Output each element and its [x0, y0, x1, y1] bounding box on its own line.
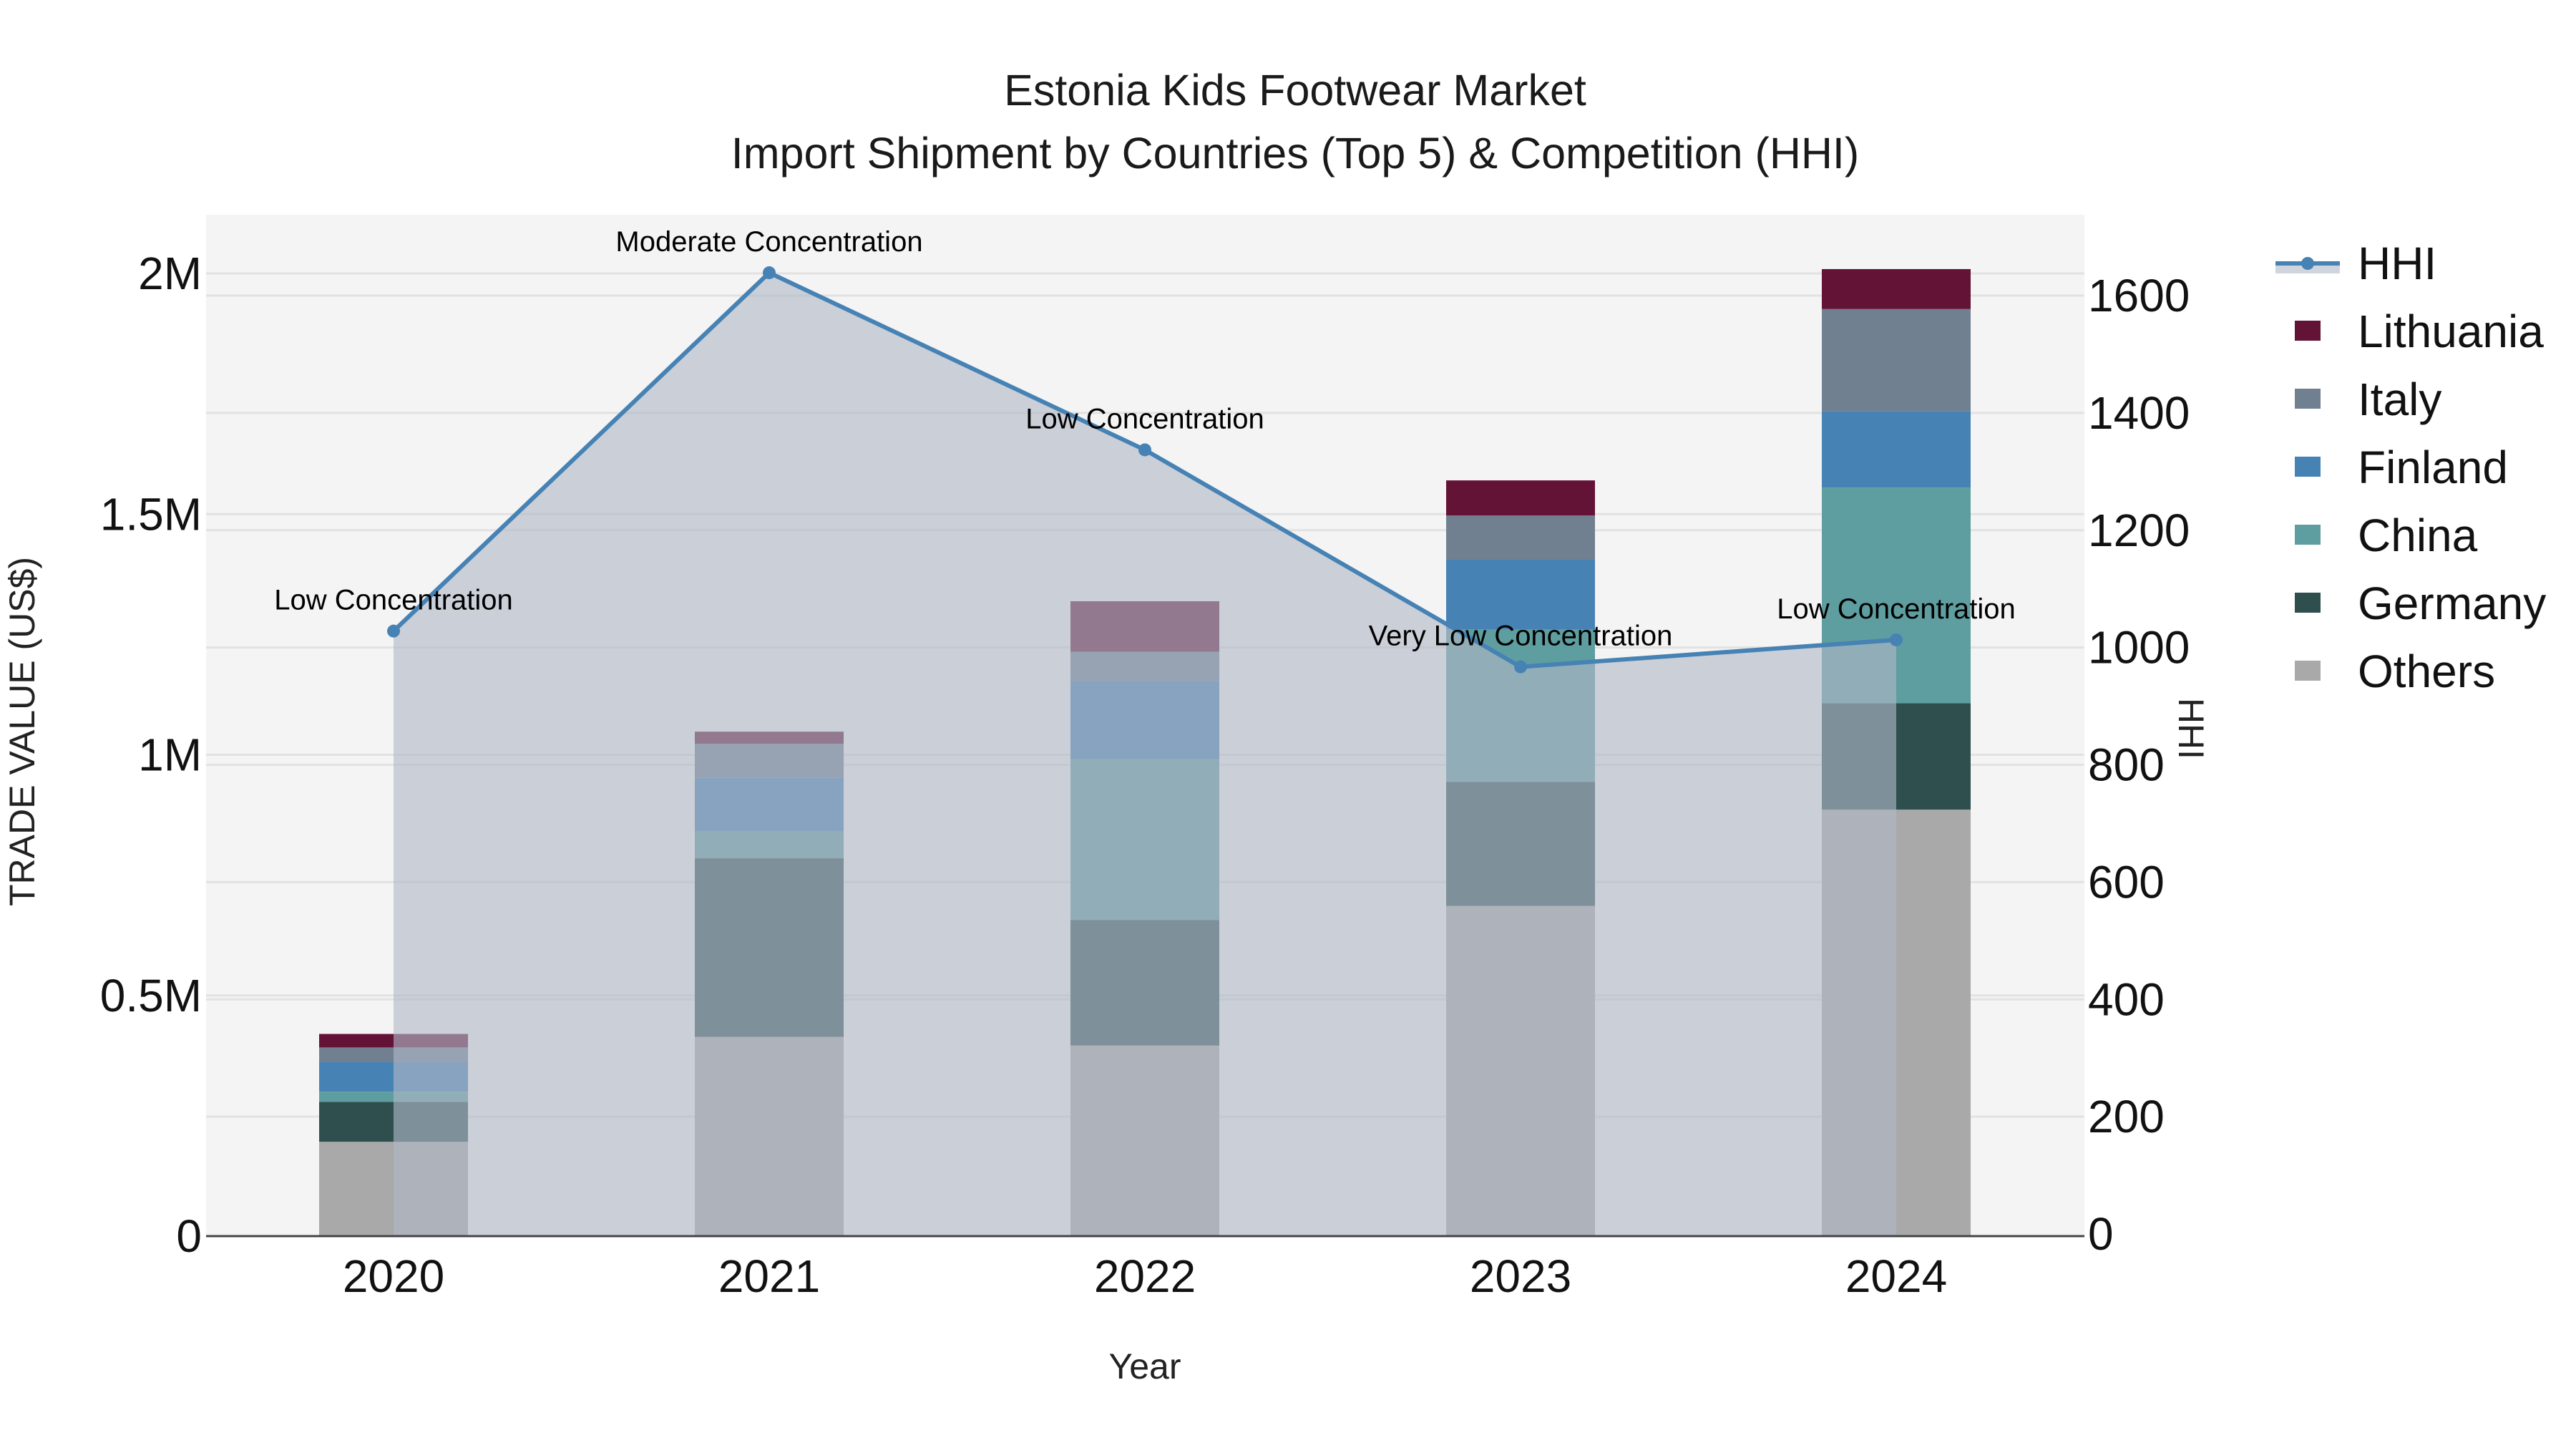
legend-swatch-icon: [2295, 321, 2321, 341]
legend-item-italy: Italy: [2295, 374, 2441, 425]
hhi-marker: [1138, 443, 1151, 457]
y-tick-label: 1M: [138, 729, 202, 781]
y-tick-label: 0.5M: [100, 970, 202, 1021]
y2-tick-label: 1400: [2088, 387, 2190, 439]
y2-tick-label: 800: [2088, 739, 2165, 791]
legend-item-china: China: [2295, 510, 2478, 561]
y2-tick-label: 400: [2088, 973, 2165, 1025]
y2-tick-label: 200: [2088, 1091, 2165, 1142]
legend-item-hhi: HHI: [2275, 238, 2436, 289]
legend-label: HHI: [2358, 238, 2436, 289]
hhi-marker: [1514, 660, 1527, 674]
hhi-annotation: Moderate Concentration: [615, 226, 922, 258]
y2-axis-ticks: 0 200 400 600 800 1000 1200 1400 1600: [2088, 270, 2190, 1260]
hhi-annotation: Very Low Concentration: [1369, 621, 1673, 652]
x-tick-label: 2024: [1845, 1250, 1947, 1302]
y2-axis-title: HHI: [2171, 698, 2211, 759]
y2-tick-label: 1200: [2088, 505, 2190, 556]
hhi-annotation: Low Concentration: [1025, 403, 1264, 434]
y2-tick-label: 600: [2088, 856, 2165, 908]
y-axis-ticks: 0 0.5M 1M 1.5M 2M: [100, 248, 202, 1262]
y2-tick-label: 1000: [2088, 622, 2190, 674]
hhi-annotation: Low Concentration: [1777, 593, 2016, 625]
legend-label: Finland: [2358, 442, 2508, 493]
bar-segment-italy: [1822, 308, 1971, 412]
x-tick-label: 2020: [343, 1250, 444, 1302]
y-tick-label: 1.5M: [100, 488, 202, 540]
bar-segment-italy: [1446, 515, 1595, 560]
legend-item-others: Others: [2295, 646, 2495, 697]
legend-swatch-icon: [2295, 389, 2321, 409]
hhi-annotation: Low Concentration: [274, 585, 513, 616]
bar-segment-finland: [1446, 559, 1595, 630]
chart-subtitle: Import Shipment by Countries (Top 5) & C…: [731, 129, 1859, 178]
x-tick-label: 2021: [718, 1250, 820, 1302]
hhi-line: Low Concentration Moderate Concentration L…: [274, 226, 2016, 1236]
hhi-marker: [763, 266, 776, 280]
x-tick-label: 2023: [1470, 1250, 1571, 1302]
bar-segment-lithuania: [1446, 480, 1595, 516]
hhi-marker: [1890, 633, 1903, 646]
y2-tick-label: 1600: [2088, 270, 2190, 321]
bar-segment-finland: [1822, 411, 1971, 488]
chart-title: Estonia Kids Footwear Market: [1004, 66, 1586, 115]
y-tick-label: 2M: [138, 248, 202, 299]
legend-item-lithuania: Lithuania: [2295, 306, 2544, 357]
legend-label: Others: [2358, 646, 2495, 697]
legend-swatch-icon: [2295, 593, 2321, 613]
bar-segment-lithuania: [1822, 268, 1971, 309]
hhi-marker: [387, 624, 400, 638]
legend: HHI Lithuania Italy Finland China Germany Othe…: [2275, 238, 2546, 697]
x-axis-title: Year: [1108, 1346, 1181, 1386]
y-axis-title: TRADE VALUE (US$): [2, 557, 42, 906]
legend-item-germany: Germany: [2295, 578, 2546, 629]
y2-tick-label: 0: [2088, 1208, 2114, 1260]
legend-swatch-icon: [2295, 525, 2321, 545]
legend-label: Germany: [2358, 578, 2546, 629]
legend-label: Italy: [2358, 374, 2441, 425]
x-axis-ticks: 2020 2021 2022 2023 2024: [343, 1250, 1947, 1302]
legend-marker-icon: [2301, 257, 2314, 270]
legend-item-finland: Finland: [2295, 442, 2508, 493]
legend-label: China: [2358, 510, 2478, 561]
hhi-area-fill: [394, 273, 1896, 1236]
legend-swatch-icon: [2295, 457, 2321, 477]
y-tick-label: 0: [176, 1210, 202, 1262]
legend-label: Lithuania: [2358, 306, 2544, 357]
legend-swatch-icon: [2295, 661, 2321, 681]
x-tick-label: 2022: [1094, 1250, 1196, 1302]
